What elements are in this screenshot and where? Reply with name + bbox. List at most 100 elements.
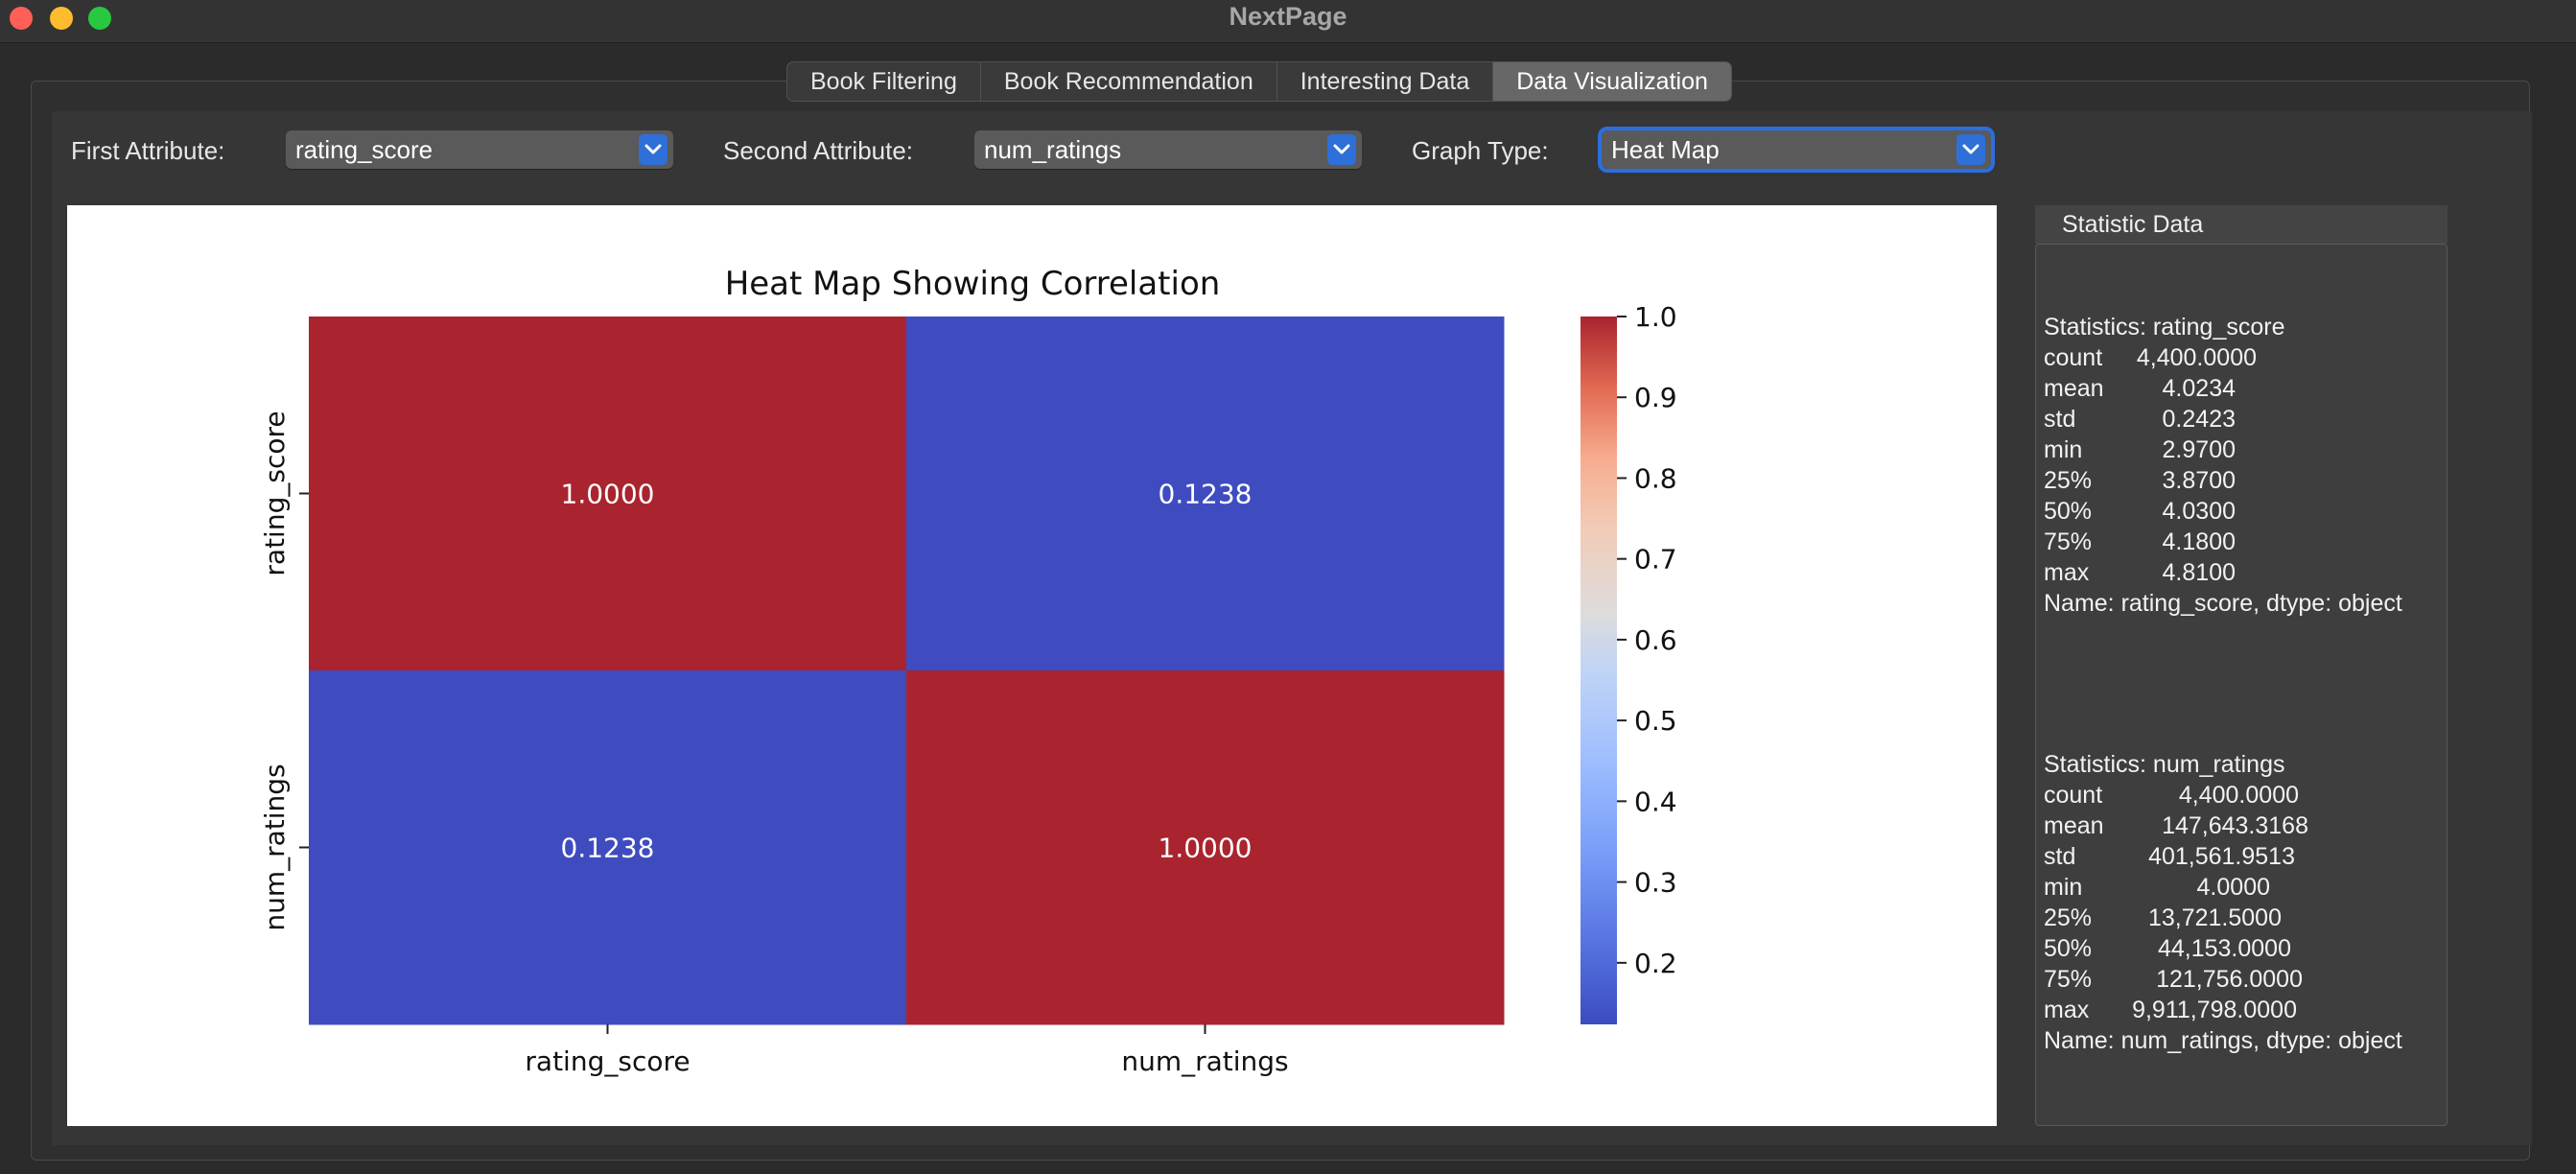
- close-window-button[interactable]: [10, 7, 33, 30]
- statistics-title: Statistics: rating_score: [2044, 314, 2285, 340]
- stat-value: 4.1800: [2162, 528, 2236, 555]
- x-tick-label: num_ratings: [1121, 1045, 1288, 1077]
- heatmap-cell: [309, 670, 907, 1025]
- stat-key: 25%: [2044, 904, 2093, 931]
- chevron-down-icon: [639, 134, 667, 165]
- stat-value: 4.0234: [2162, 375, 2236, 402]
- heatmap-cell: [906, 317, 1505, 671]
- colorbar-tick-label: 0.2: [1634, 948, 1677, 979]
- tab-bar: Book Filtering Book Recommendation Inter…: [786, 61, 1732, 102]
- stat-value: 2.9700: [2162, 436, 2236, 463]
- statistics-block-num-ratings: Statistics: num_ratings count 4,400.0000 …: [2044, 749, 2439, 1056]
- statistics-row: min 2.9700: [2044, 434, 2439, 465]
- stat-key: 75%: [2044, 966, 2093, 993]
- graph-type-select[interactable]: Heat Map: [1598, 127, 1995, 173]
- statistics-row: 50% 4.0300: [2044, 496, 2439, 527]
- stat-value: 147,643.3168: [2162, 812, 2308, 839]
- stat-key: 50%: [2044, 498, 2093, 525]
- stat-key: std: [2044, 843, 2076, 870]
- stat-key: mean: [2044, 375, 2104, 402]
- statistic-data-header: Statistic Data: [2035, 205, 2447, 244]
- chart-title: Heat Map Showing Correlation: [724, 265, 1221, 303]
- statistics-row: 75% 4.1800: [2044, 527, 2439, 557]
- chevron-down-icon: [1327, 134, 1356, 165]
- first-attribute-select[interactable]: rating_score: [286, 130, 673, 169]
- title-bar: NextPage: [0, 0, 2576, 43]
- minimize-window-button[interactable]: [50, 7, 73, 30]
- stat-value: 44,153.0000: [2157, 935, 2291, 962]
- heatmap-chart: 1.0000 0.1238 0.1238 1.0000 rating_score num_…: [259, 301, 1677, 1077]
- stat-value: 9,911,798.0000: [2132, 997, 2297, 1023]
- stat-value: 4,400.0000: [2178, 782, 2299, 809]
- first-attribute-value: rating_score: [295, 135, 433, 164]
- x-tick-label: rating_score: [525, 1045, 690, 1077]
- statistic-data-title: Statistic Data: [2062, 211, 2204, 238]
- tab-book-filtering[interactable]: Book Filtering: [787, 62, 981, 101]
- stat-value: 3.8700: [2162, 467, 2236, 494]
- statistics-row: count 4,400.0000: [2044, 780, 2439, 810]
- colorbar-tick-label: 0.3: [1634, 867, 1677, 899]
- stat-key: mean: [2044, 812, 2104, 839]
- tab-book-recommendation[interactable]: Book Recommendation: [981, 62, 1277, 101]
- statistics-row: mean 147,643.3168: [2044, 810, 2439, 841]
- stat-key: 75%: [2044, 528, 2093, 555]
- stat-key: max: [2044, 997, 2090, 1023]
- tab-interesting-data[interactable]: Interesting Data: [1277, 62, 1494, 101]
- colorbar-tick-label: 1.0: [1634, 301, 1677, 333]
- statistics-footer: Name: num_ratings, dtype: object: [2044, 1027, 2402, 1054]
- statistics-footer: Name: rating_score, dtype: object: [2044, 590, 2402, 617]
- stat-key: min: [2044, 874, 2083, 901]
- graph-type-label: Graph Type:: [1412, 136, 1549, 165]
- graph-type-value: Heat Map: [1611, 135, 1720, 164]
- stat-value: 4.0000: [2196, 874, 2270, 901]
- colorbar-tick-label: 0.8: [1634, 462, 1677, 494]
- cell-value-label: 0.1238: [1159, 479, 1253, 510]
- stat-value: 4.8100: [2162, 559, 2236, 586]
- statistics-row: std 401,561.9513: [2044, 841, 2439, 872]
- stat-key: count: [2044, 782, 2103, 809]
- statistics-row: 25% 13,721.5000: [2044, 903, 2439, 933]
- heatmap-cell: [906, 670, 1505, 1025]
- statistic-data-panel[interactable]: Statistics: rating_score count 4,400.0000…: [2035, 244, 2447, 1126]
- colorbar-tick-label: 0.6: [1634, 624, 1677, 656]
- colorbar: [1581, 317, 1617, 1024]
- statistics-row: 25% 3.8700: [2044, 465, 2439, 496]
- statistics-row: mean 4.0234: [2044, 373, 2439, 404]
- colorbar-tick-label: 0.9: [1634, 382, 1677, 413]
- statistics-row: min 4.0000: [2044, 872, 2439, 903]
- statistics-row: max 9,911,798.0000: [2044, 995, 2439, 1025]
- tab-data-visualization[interactable]: Data Visualization: [1493, 62, 1731, 101]
- maximize-window-button[interactable]: [88, 7, 111, 30]
- stat-value: 13,721.5000: [2147, 904, 2282, 931]
- statistics-row: std 0.2423: [2044, 404, 2439, 434]
- cell-value-label: 1.0000: [1159, 833, 1253, 864]
- second-attribute-label: Second Attribute:: [723, 136, 914, 165]
- stat-key: max: [2044, 559, 2090, 586]
- statistics-row: count 4,400.0000: [2044, 342, 2439, 373]
- cell-value-label: 0.1238: [561, 833, 655, 864]
- y-tick-label: num_ratings: [259, 763, 291, 930]
- stat-key: 50%: [2044, 935, 2093, 962]
- cell-value-label: 1.0000: [561, 479, 655, 510]
- chevron-down-icon: [1956, 134, 1985, 165]
- statistics-block-rating-score: Statistics: rating_score count 4,400.0000…: [2044, 312, 2439, 619]
- colorbar-tick-label: 0.4: [1634, 786, 1677, 817]
- stat-value: 4,400.0000: [2136, 344, 2257, 371]
- colorbar-tick-label: 0.5: [1634, 705, 1677, 737]
- colorbar-tick-label: 0.7: [1634, 544, 1677, 575]
- window-title: NextPage: [1229, 2, 1347, 31]
- statistics-row: 50% 44,153.0000: [2044, 933, 2439, 964]
- stat-value: 0.2423: [2162, 406, 2236, 433]
- second-attribute-select[interactable]: num_ratings: [974, 130, 1362, 169]
- second-attribute-value: num_ratings: [984, 135, 1122, 164]
- stat-key: 25%: [2044, 467, 2093, 494]
- statistics-row: max 4.8100: [2044, 557, 2439, 588]
- first-attribute-label: First Attribute:: [71, 136, 225, 165]
- stat-key: min: [2044, 436, 2083, 463]
- stat-value: 401,561.9513: [2148, 843, 2295, 870]
- statistics-title: Statistics: num_ratings: [2044, 751, 2285, 778]
- y-tick-label: rating_score: [259, 411, 291, 575]
- statistics-row: 75% 121,756.0000: [2044, 964, 2439, 995]
- stat-value: 121,756.0000: [2156, 966, 2303, 993]
- stat-key: std: [2044, 406, 2076, 433]
